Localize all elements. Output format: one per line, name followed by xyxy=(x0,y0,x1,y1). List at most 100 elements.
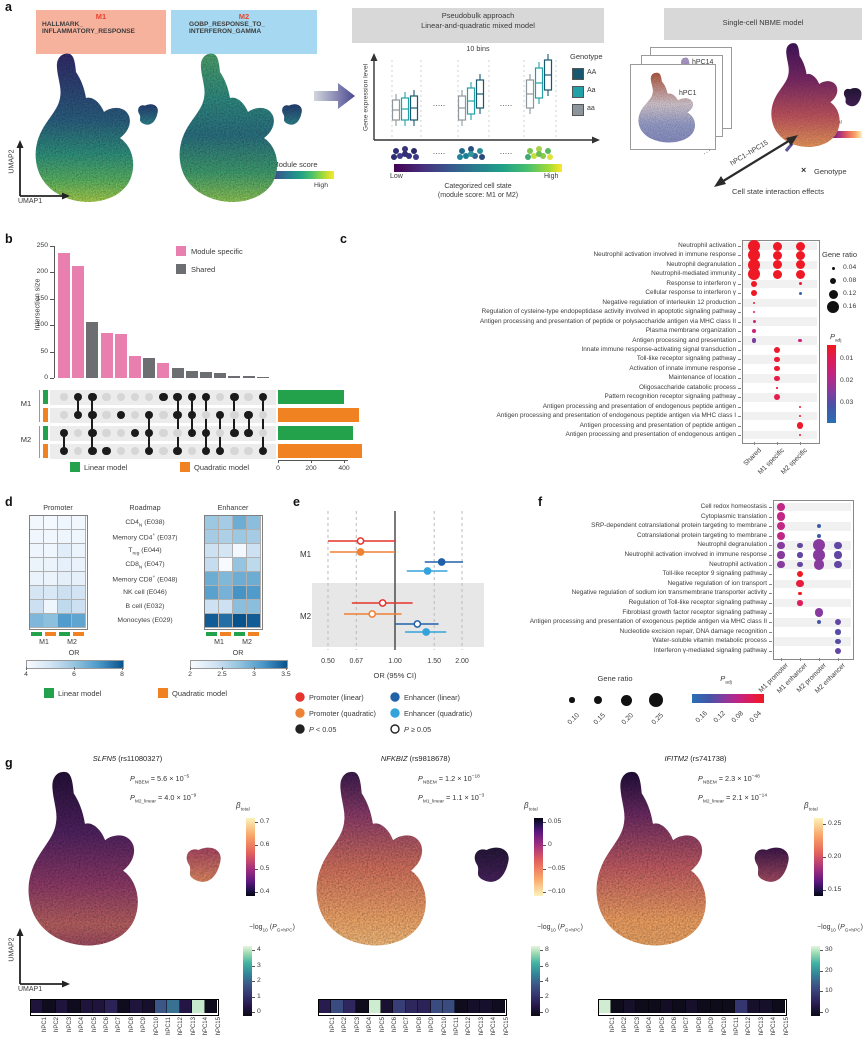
c-dot xyxy=(774,394,780,401)
f-dot xyxy=(813,549,825,561)
d-cell-promoter xyxy=(58,530,72,544)
b-model-swatch-linear xyxy=(70,462,80,472)
c-dot xyxy=(752,301,756,304)
g-hpc-label: hPC9 xyxy=(141,1017,148,1033)
umap-m1-blob xyxy=(35,53,158,202)
d-cell-enhancer xyxy=(205,614,219,628)
c-stripe xyxy=(743,317,817,326)
pseudobulk-chart: .................... xyxy=(370,53,600,172)
b-matrix-dot xyxy=(116,410,126,420)
d-cell-enhancer xyxy=(219,558,233,572)
f-stripe xyxy=(774,637,851,646)
m1-module-box: M1 HALLMARK_ INFLAMMATORY_RESPONSE xyxy=(36,10,166,54)
d-or-tick: 8 xyxy=(120,671,124,678)
c-term-label: Neutrophil degranulation xyxy=(666,260,736,268)
g-hpc-label: hPC14 xyxy=(203,1017,210,1036)
b-matrix-line xyxy=(91,397,94,451)
b-yaxis xyxy=(54,246,56,378)
f-term-label: Neutrophil activation xyxy=(709,560,767,568)
f-stripe xyxy=(774,618,851,627)
g-strip-cell xyxy=(418,1000,431,1013)
g-beta-tickmark xyxy=(543,868,546,870)
c-term-label: Pattern recognition receptor signaling p… xyxy=(604,393,736,401)
g-neglog-tick: 0 xyxy=(257,1008,261,1015)
g-strip-cell xyxy=(723,1000,736,1013)
g-pvalue: PNBEM = 1.2 × 10−18 xyxy=(418,774,480,786)
g-strip-cell xyxy=(636,1000,649,1013)
g-title-SLFN5: SLFN5 (rs11080327) xyxy=(92,754,163,763)
c-term-label: Antigen processing and presentation of e… xyxy=(565,431,736,438)
g-strip-cell xyxy=(68,1000,81,1013)
g-neglog-tickmark xyxy=(252,996,255,998)
f-row-tick xyxy=(769,622,772,624)
g-beta-colorbar-SLFN5 xyxy=(246,818,255,896)
c-padj-colorbar xyxy=(827,345,836,423)
f-row-tick xyxy=(769,612,772,614)
genotype-term-label: Genotype xyxy=(814,167,847,176)
hpc-range-arrow-icon xyxy=(714,135,798,187)
d-cell-promoter xyxy=(44,516,58,530)
d-cell-promoter xyxy=(58,586,72,600)
m2-tag: M2 xyxy=(238,12,250,21)
g-strip-cell xyxy=(55,1000,69,1013)
g-hpc-label: hPC2 xyxy=(54,1017,61,1033)
b-matrix-dot xyxy=(230,392,239,402)
d-or-label-enhancer: OR xyxy=(232,648,244,657)
c-row-tick xyxy=(738,359,741,361)
module-score-title: Module score xyxy=(272,160,318,169)
panel-label-d: d xyxy=(5,495,13,509)
g-neglog-tickmark xyxy=(540,965,543,967)
b-bar xyxy=(129,356,141,378)
g-strip-cell xyxy=(192,1000,205,1013)
d-col-tag xyxy=(73,632,84,636)
f-dot xyxy=(777,551,785,559)
b-bar xyxy=(86,321,99,378)
c-dot xyxy=(795,260,805,270)
b-bar xyxy=(157,363,170,378)
b-ytickmark-200 xyxy=(50,272,54,274)
g-strip-cell xyxy=(117,1000,131,1013)
c-generatio-dot xyxy=(827,301,839,313)
c-generatio-label: 0.04 xyxy=(843,264,857,271)
g-strip-cell xyxy=(393,1000,406,1013)
b-bar xyxy=(242,376,255,378)
d-cell-enhancer xyxy=(247,516,261,530)
c-row-tick xyxy=(738,274,741,276)
g-neglog-tick: 2 xyxy=(545,992,549,1000)
g-neglog-tickmark xyxy=(820,950,823,951)
b-matrix-dot xyxy=(215,446,225,456)
f-col-tickmark xyxy=(838,658,839,661)
g-hpc-label: hPC6 xyxy=(104,1017,110,1033)
d-title-roadmap: Roadmap xyxy=(129,503,161,512)
b-matrix-dot xyxy=(73,446,83,456)
svg-text:1.00: 1.00 xyxy=(388,658,402,665)
f-dot xyxy=(796,580,804,588)
f-row-tick xyxy=(769,516,772,518)
g-beta-tick: 0.15 xyxy=(828,886,842,893)
beta-colorbar-a xyxy=(820,131,862,138)
d-cell-enhancer xyxy=(247,600,261,614)
g-hpc-label: hPC9 xyxy=(709,1017,716,1033)
b-bar xyxy=(143,357,156,378)
b-matrix-dot xyxy=(130,392,140,402)
b-matrix-dot xyxy=(215,392,225,402)
g-neglog-tickmark xyxy=(252,981,255,982)
b-row-group-label-M2: M2 xyxy=(20,435,32,444)
g-strip-cell xyxy=(772,1000,785,1013)
b-legend-label-shared: Shared xyxy=(191,265,216,274)
d-or-tick: 2.5 xyxy=(217,671,227,678)
d-cell-enhancer xyxy=(247,572,261,586)
c-col-tickmark xyxy=(777,442,778,445)
b-matrix-dot xyxy=(59,410,69,420)
g-neglog-tickmark xyxy=(252,965,255,967)
c-term-label: Antigen processing and presentation of p… xyxy=(479,317,736,325)
c-dot xyxy=(798,291,802,295)
c-term-label: Antigen processing and presentation of e… xyxy=(542,402,736,410)
d-or-tickmark xyxy=(190,667,191,670)
f-term-label: Neutrophil activation involved in immune… xyxy=(624,551,767,558)
g-neglog-tick: 4 xyxy=(257,946,261,953)
g-hpc-label: hPC10 xyxy=(441,1017,448,1036)
b-matrix-dot xyxy=(130,446,140,456)
c-dot xyxy=(774,356,780,363)
d-col-tag xyxy=(45,632,56,636)
